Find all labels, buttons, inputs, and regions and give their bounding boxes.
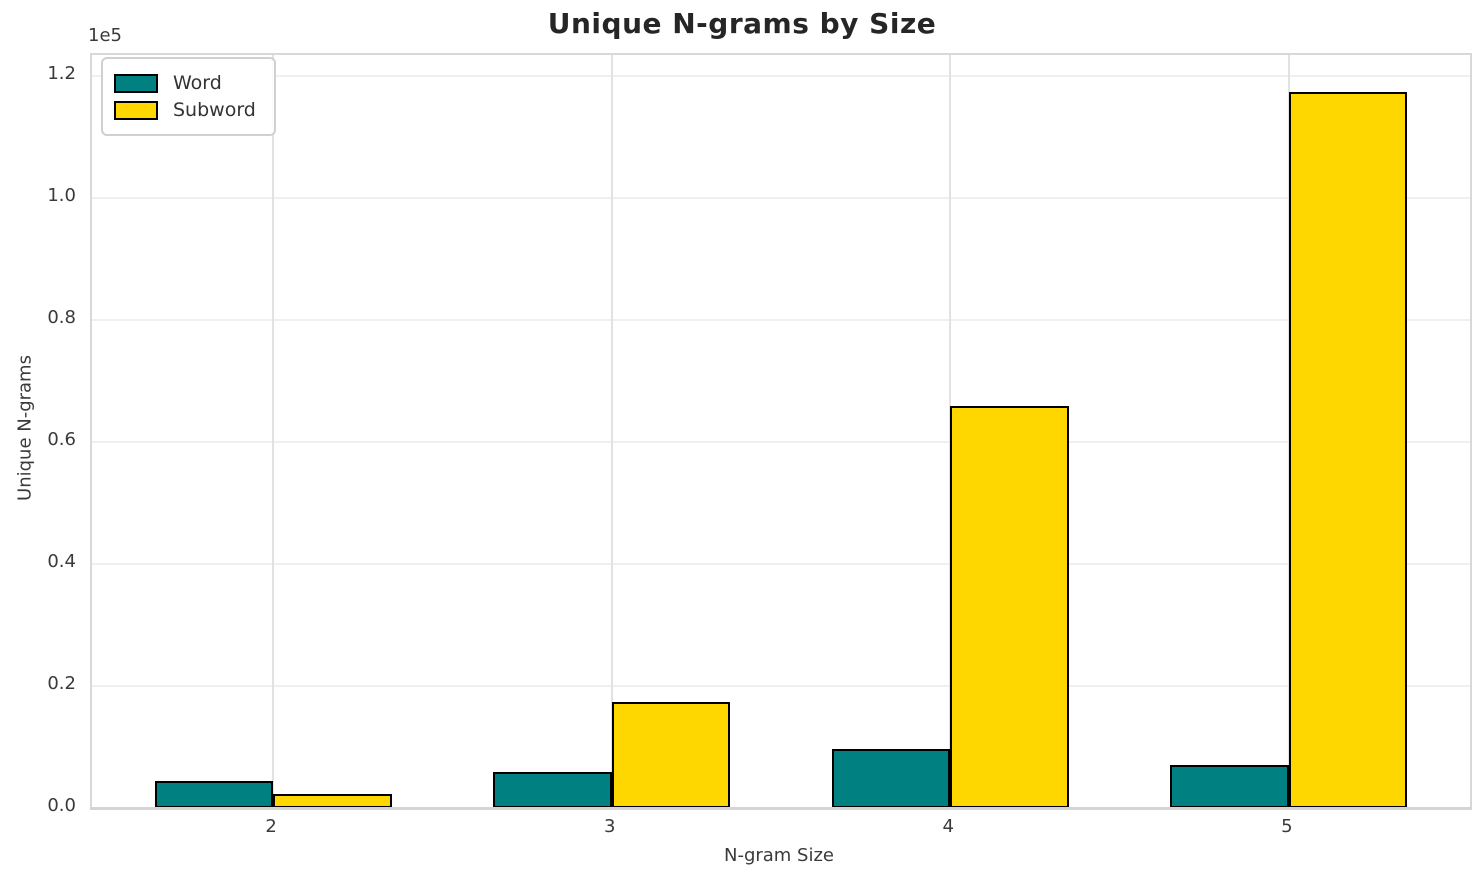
y-tick-label: 0.0 [47,795,76,816]
x-axis-line [90,807,1472,810]
chart-title: Unique N-grams by Size [547,7,937,40]
bar-word-4 [831,748,951,808]
bar-subword-4 [950,406,1069,808]
y-tick-label: 0.2 [47,672,76,694]
gridline-horizontal [92,684,1470,687]
bar-word-2 [154,781,274,808]
bar-subword-2 [273,793,392,808]
y-axis-offset-label: 1e5 [88,25,122,46]
x-tick-label: 3 [603,816,616,837]
y-tick-label: 0.4 [47,550,76,572]
y-tick-label: 0.6 [47,428,76,450]
bar-word-3 [493,772,612,808]
legend-label: Subword [173,99,256,121]
gridline-horizontal [92,196,1470,199]
x-tick-label: 2 [265,816,277,837]
bar-subword-5 [1288,91,1408,808]
gridline-horizontal [92,440,1470,443]
y-tick-label: 0.8 [47,306,76,328]
y-tick-label: 1.0 [47,184,76,206]
plot-area [90,53,1472,810]
bar-subword-3 [611,702,731,808]
y-tick-label: 1.2 [47,62,76,84]
x-tick-label: 5 [1281,816,1293,837]
legend: Word Subword [101,57,276,136]
bar-word-5 [1170,765,1289,808]
gridline-horizontal [92,74,1470,77]
x-tick-label: 4 [942,816,954,837]
legend-entry-word: Word [114,72,256,94]
legend-swatch-word [114,73,158,93]
gridline-vertical [272,55,275,808]
gridline-horizontal [92,318,1470,321]
gridline-horizontal [92,562,1470,565]
legend-entry-subword: Subword [114,99,256,121]
legend-label: Word [173,72,222,94]
x-axis-label: N-gram Size [723,845,835,866]
gridline-vertical [610,55,613,808]
legend-swatch-subword [114,100,158,120]
